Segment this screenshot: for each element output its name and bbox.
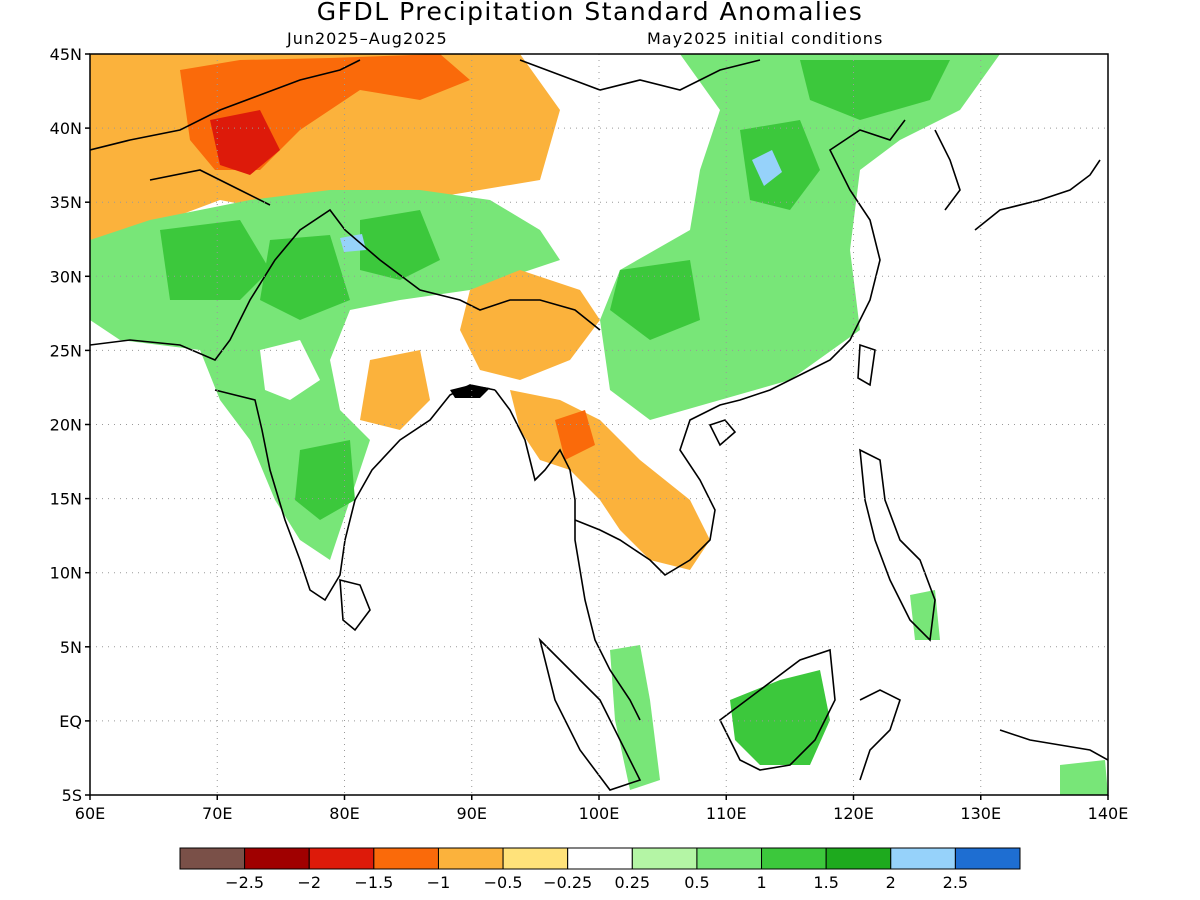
lon-tick-label: 90E <box>457 804 487 823</box>
colorbar-swatch <box>890 847 956 870</box>
colorbar-label: 1 <box>756 873 766 892</box>
lon-tick-label: 60E <box>75 804 105 823</box>
anomaly-fields <box>90 54 1108 795</box>
colorbar-label: −1 <box>427 873 451 892</box>
lon-tick-label: 130E <box>960 804 1001 823</box>
lat-tick-label: 30N <box>50 267 82 286</box>
lat-tick-label: 20N <box>50 416 82 435</box>
colorbar-label: −0.5 <box>484 873 523 892</box>
map-title: GFDL Precipitation Standard Anomalies <box>316 0 864 26</box>
lat-tick-label: 45N <box>50 45 82 64</box>
colorbar-swatch <box>761 847 827 870</box>
longitude-labels: 60E 70E 80E 90E 100E 110E 120E 130E 140E <box>75 795 1129 823</box>
lat-tick-label: 25N <box>50 341 82 360</box>
lat-tick-label: 15N <box>50 490 82 509</box>
colorbar-label: 0.25 <box>614 873 650 892</box>
lat-tick-label: 10N <box>50 564 82 583</box>
lat-tick-label: 40N <box>50 119 82 138</box>
lon-tick-label: 100E <box>579 804 620 823</box>
lat-tick-label: 35N <box>50 193 82 212</box>
lon-tick-label: 120E <box>833 804 874 823</box>
colorbar-swatch <box>373 847 439 870</box>
colorbar-label: 0.5 <box>684 873 709 892</box>
colorbar-swatch <box>244 847 310 870</box>
lat-tick-label: 5S <box>62 786 82 805</box>
colorbar-swatch <box>631 847 698 870</box>
colorbar-label: −2.5 <box>225 873 264 892</box>
lat-tick-label: 5N <box>60 638 82 657</box>
colorbar-swatch <box>954 847 1021 870</box>
colorbar-swatch <box>179 847 246 870</box>
latitude-labels: 45N 40N 35N 30N 25N 20N 15N 10N 5N EQ 5S <box>50 45 90 805</box>
forecast-period: Jun2025–Aug2025 <box>287 29 448 48</box>
coastlines <box>90 59 1108 791</box>
colorbar-label: −1.5 <box>354 873 393 892</box>
lat-tick-label: EQ <box>59 712 82 731</box>
colorbar-swatch <box>502 847 569 870</box>
colorbar-swatch <box>437 847 504 870</box>
colorbar-swatch <box>696 847 763 870</box>
colorbar-label: 2 <box>886 873 896 892</box>
colorbar-label: 2.5 <box>943 873 968 892</box>
lon-tick-label: 140E <box>1088 804 1129 823</box>
initial-conditions: May2025 initial conditions <box>647 29 884 48</box>
colorbar: −2.5 −2 −1.5 −1 −0.5 −0.25 0.25 0.5 1 1.5 2 2.5 <box>179 847 1021 892</box>
colorbar-swatch <box>567 847 633 870</box>
lon-tick-label: 80E <box>329 804 359 823</box>
lon-tick-label: 110E <box>706 804 747 823</box>
bangladesh-delta <box>450 385 490 398</box>
colorbar-label: −0.25 <box>543 873 592 892</box>
colorbar-swatch <box>308 847 375 870</box>
colorbar-swatch <box>825 847 892 870</box>
colorbar-label: −2 <box>297 873 321 892</box>
lon-tick-label: 70E <box>202 804 232 823</box>
colorbar-label: 1.5 <box>813 873 838 892</box>
